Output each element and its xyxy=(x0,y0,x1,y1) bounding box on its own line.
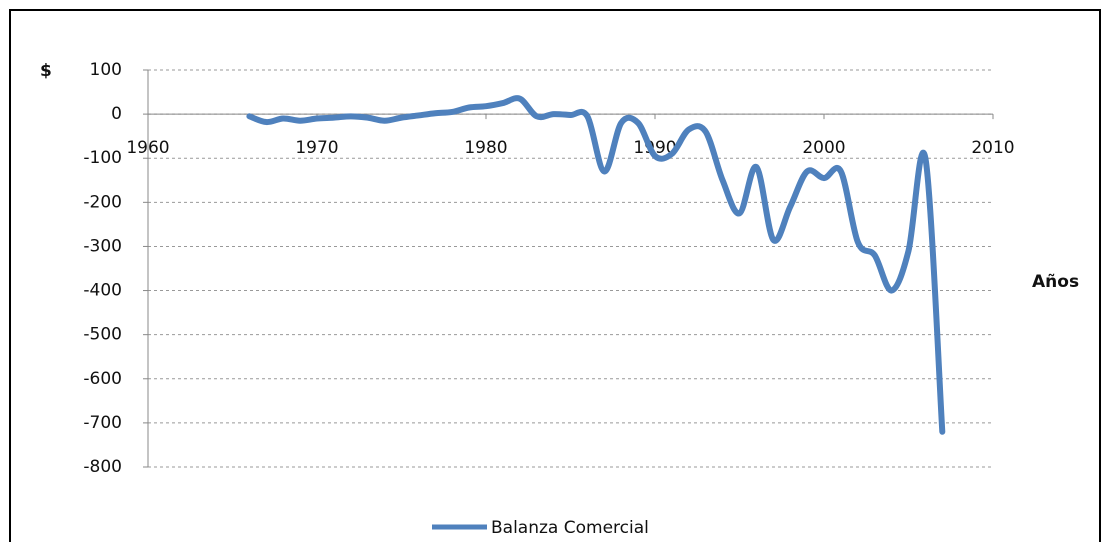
y-tick-label: -400 xyxy=(83,281,122,301)
x-tick-label: 2000 xyxy=(802,138,845,158)
legend-label: Balanza Comercial xyxy=(491,518,649,538)
chart-frame xyxy=(9,9,1101,542)
y-tick-label: -700 xyxy=(83,413,122,433)
y-axis-label: $ xyxy=(40,61,52,81)
y-tick-label: -500 xyxy=(83,325,122,345)
x-tick-label: 1960 xyxy=(126,138,169,158)
y-tick-label: -800 xyxy=(83,457,122,477)
x-axis-label: Años xyxy=(1032,272,1079,292)
x-tick-label: 1980 xyxy=(464,138,507,158)
x-tick-label: 1970 xyxy=(295,138,338,158)
data-line xyxy=(246,95,946,435)
x-tick-label: 1990 xyxy=(633,138,676,158)
y-tick-label: -200 xyxy=(83,192,122,212)
y-tick-label: -600 xyxy=(83,369,122,389)
x-tick-label: 2010 xyxy=(971,138,1014,158)
y-tick-label: 0 xyxy=(111,104,122,124)
y-tick-label: 100 xyxy=(90,60,122,80)
y-tick-label: -300 xyxy=(83,236,122,256)
y-tick-label: -100 xyxy=(83,148,122,168)
